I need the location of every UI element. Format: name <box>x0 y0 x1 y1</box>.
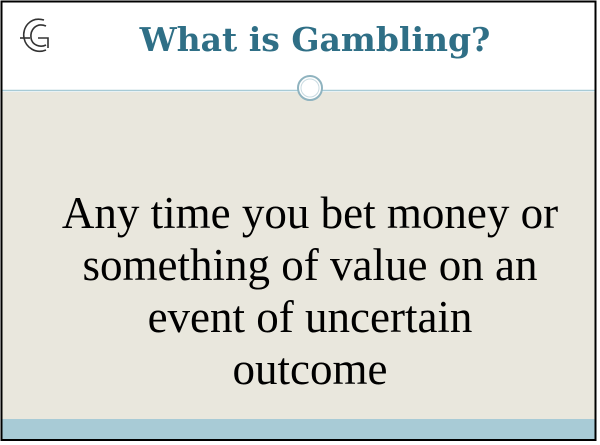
logo-arc <box>30 24 47 47</box>
body-line: Any time you bet money or <box>62 188 558 238</box>
content-area <box>1 92 596 419</box>
body-line: outcome <box>233 344 388 394</box>
header-circle <box>297 75 323 101</box>
logo-stroke <box>38 37 49 48</box>
slide-title: What is Gambling? <box>139 20 491 59</box>
logo <box>20 18 49 53</box>
body-line: something of value on an <box>83 240 538 290</box>
body-line: event of uncertain <box>148 292 473 342</box>
footer-bar <box>1 419 596 440</box>
header-circle-inner <box>300 78 320 98</box>
